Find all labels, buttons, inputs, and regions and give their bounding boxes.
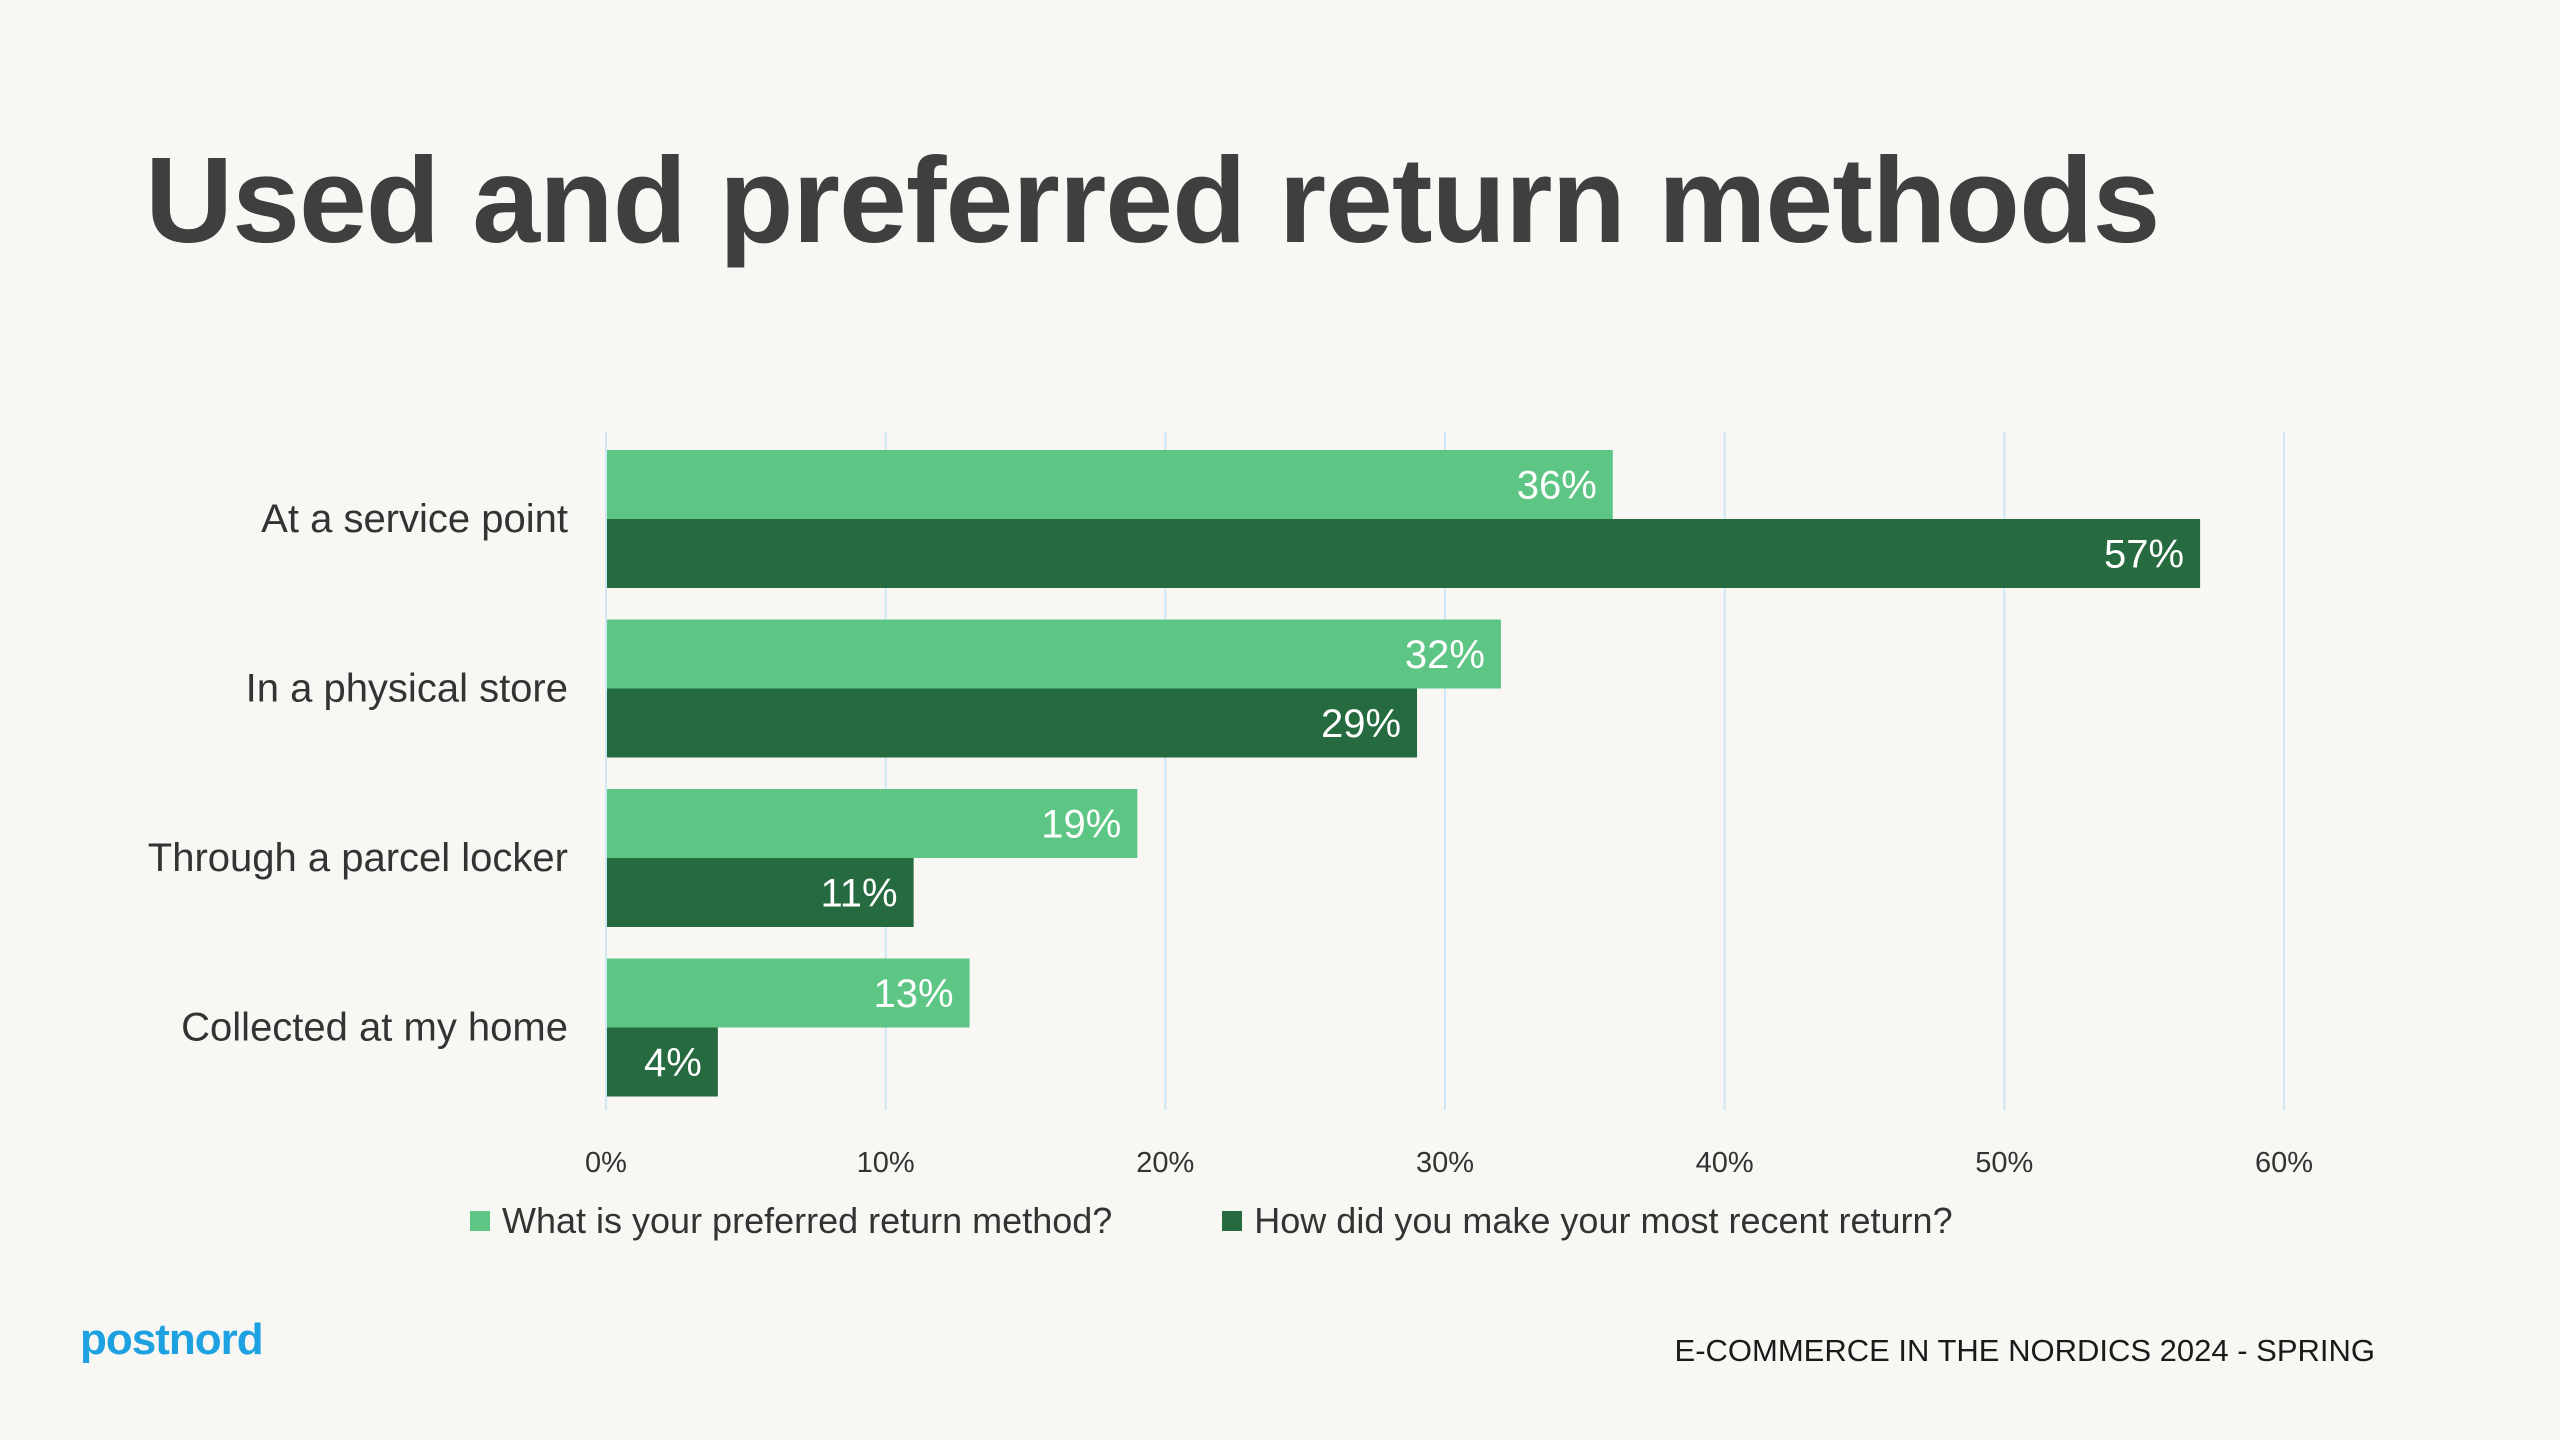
legend-item-recent: How did you make your most recent return… xyxy=(1222,1200,1953,1242)
data-label: 57% xyxy=(2104,533,2184,577)
legend-item-preferred: What is your preferred return method? xyxy=(470,1200,1112,1242)
page-title: Used and preferred return methods xyxy=(145,132,2160,268)
x-tick-label: 50% xyxy=(1975,1147,2033,1179)
x-tick-label: 0% xyxy=(585,1147,627,1179)
data-label: 32% xyxy=(1405,633,1485,677)
bar xyxy=(606,1027,718,1097)
x-tick-label: 40% xyxy=(1696,1147,1754,1179)
legend-label-recent: How did you make your most recent return… xyxy=(1254,1200,1953,1241)
x-tick-label: 20% xyxy=(1136,1147,1194,1179)
data-label: 13% xyxy=(874,972,954,1016)
legend-swatch-preferred xyxy=(470,1211,490,1231)
footer-text: E-COMMERCE IN THE NORDICS 2024 - SPRING xyxy=(1674,1333,2375,1368)
category-label: Through a parcel locker xyxy=(148,836,568,880)
chart-legend: What is your preferred return method? Ho… xyxy=(470,1200,1953,1242)
legend-label-preferred: What is your preferred return method? xyxy=(502,1200,1113,1241)
bar xyxy=(606,450,1613,519)
category-label: Collected at my home xyxy=(181,1006,568,1050)
data-label: 11% xyxy=(821,872,898,916)
x-tick-label: 60% xyxy=(2255,1147,2313,1179)
data-label: 19% xyxy=(1041,803,1121,847)
data-label: 4% xyxy=(644,1041,702,1085)
bar xyxy=(606,858,914,927)
bar xyxy=(606,789,1138,858)
bar xyxy=(606,688,1418,758)
x-tick-label: 10% xyxy=(857,1147,915,1179)
category-label: At a service point xyxy=(261,497,568,541)
bar xyxy=(606,519,2201,588)
data-label: 29% xyxy=(1321,702,1401,746)
x-tick-label: 30% xyxy=(1416,1147,1474,1179)
bar xyxy=(606,619,1501,689)
legend-swatch-recent xyxy=(1222,1211,1243,1231)
bar xyxy=(606,958,970,1028)
category-label: In a physical store xyxy=(246,667,568,711)
postnord-logo: postnord xyxy=(80,1315,264,1364)
data-label: 36% xyxy=(1517,464,1597,508)
